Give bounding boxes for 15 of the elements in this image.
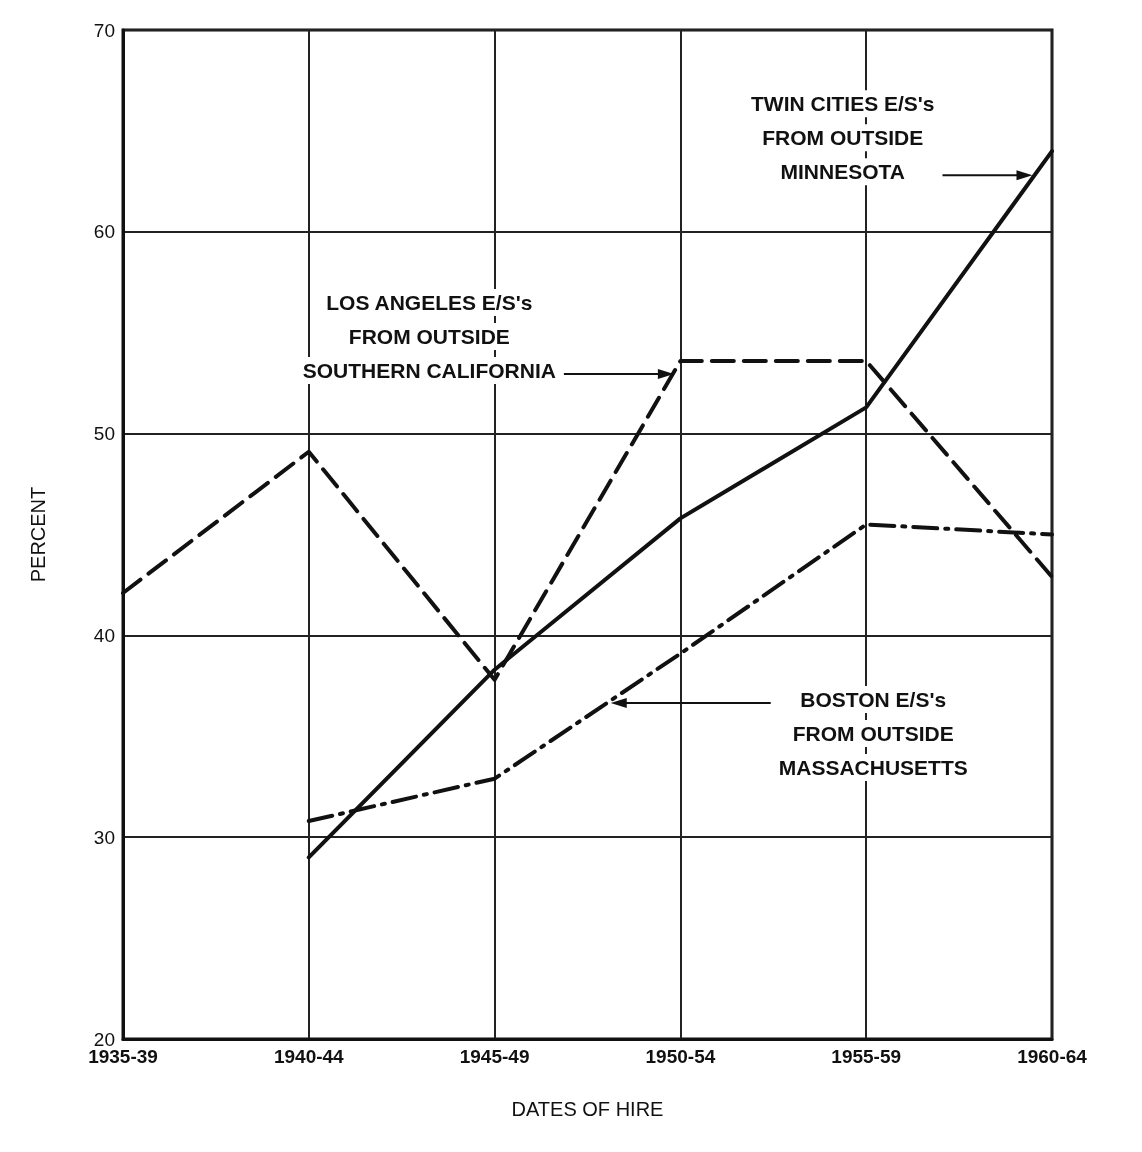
x-tick-label: 1945-49 [459,1046,530,1067]
annotation: BOSTON E/S's FROM OUTSIDE MASSACHUSETTS [778,688,968,779]
x-tick-label: 1950-54 [645,1046,716,1067]
annotation: LOS ANGELES E/S's FROM OUTSIDE SOUTHERN CALIFORNIA [302,291,556,383]
x-tick-label: 1955-59 [831,1046,902,1067]
y-tick-label: 50 [93,423,115,445]
x-axis-title: DATES OF HIRE [511,1098,664,1120]
x-tick-label: 1940-44 [273,1046,345,1067]
y-axis-title: PERCENT [27,486,49,583]
y-tick-label: 30 [93,826,115,848]
y-tick-label: 70 [93,19,115,41]
annotation: TWIN CITIES E/S's FROM OUTSIDE MINNESOTA [750,92,935,184]
y-tick-label: 40 [93,624,115,646]
x-tick-label: 1960-64 [1017,1046,1088,1067]
y-tick-label: 60 [93,221,115,243]
